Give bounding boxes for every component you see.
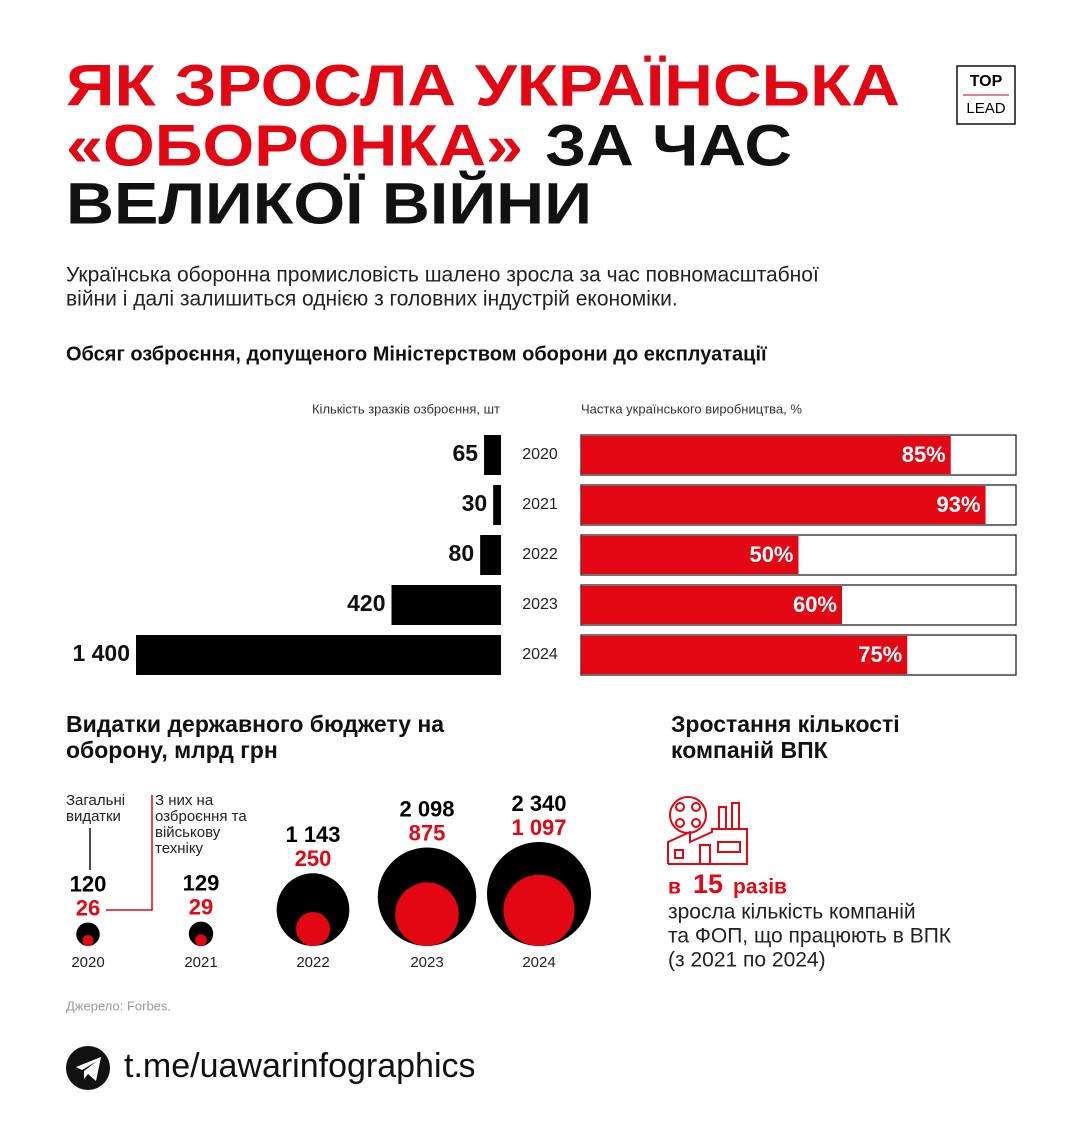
connector xyxy=(106,795,153,911)
companies-text: (з 2021 по 2024) xyxy=(668,949,826,972)
telegram-plane xyxy=(76,1057,101,1081)
highlight: в xyxy=(668,876,681,899)
intro-line: війни і далі залишиться однією з головни… xyxy=(66,288,678,311)
value-label: 85% xyxy=(902,442,946,467)
value-label: 30 xyxy=(462,490,488,516)
year-label: 2021 xyxy=(184,954,217,971)
value-label: 93% xyxy=(937,492,981,517)
year-label: 2023 xyxy=(410,954,443,971)
logo-frame xyxy=(956,65,1016,125)
chart-title: Видатки державного бюджету на оборону, м… xyxy=(66,711,445,763)
companies-title: Зростання кількості компаній ВПК xyxy=(671,711,900,763)
footer-link[interactable]: t.me/uawarinfographics xyxy=(124,1047,476,1085)
value-label: 2 340 xyxy=(511,791,566,816)
value-label: 1 400 xyxy=(72,640,130,666)
value-label: 420 xyxy=(347,590,385,616)
bubble xyxy=(195,934,207,946)
highlight-number: 15 xyxy=(693,869,723,899)
logo-text: LEAD xyxy=(966,100,1005,117)
bubble xyxy=(296,912,330,946)
bar xyxy=(581,586,842,624)
year-label: 2020 xyxy=(71,954,104,971)
bubble xyxy=(276,873,350,946)
year-label: 2024 xyxy=(522,954,555,971)
value-label: 129 xyxy=(183,870,220,895)
bubble xyxy=(503,874,575,947)
section-title: Обсяг озброєння, допущеного Міністерство… xyxy=(66,343,767,365)
year-label: 2023 xyxy=(522,596,558,613)
year-label: 2022 xyxy=(296,954,329,971)
source: Джерело: Forbes. xyxy=(66,998,171,1013)
companies-text: та ФОП, що працюють в ВПК xyxy=(668,925,952,948)
bar xyxy=(581,486,986,524)
value-label: 1 143 xyxy=(285,822,340,847)
title-line: ЯК ЗРОСЛА УКРАЇНСЬКА xyxy=(66,53,900,118)
year-label: 2024 xyxy=(522,646,558,663)
bubble xyxy=(395,882,459,946)
chart-subtitle: Частка українського виробництва, % xyxy=(581,401,802,416)
value-label: 120 xyxy=(70,871,107,896)
value-label: 50% xyxy=(749,542,793,567)
companies-text: зросла кількість компаній xyxy=(668,901,916,924)
series-name: З них на озброєння та військову техніку xyxy=(155,792,247,857)
title-line: ВЕЛИКОЇ ВІЙНИ xyxy=(66,171,592,236)
bar xyxy=(493,485,501,525)
logo-text: TOP xyxy=(970,73,1003,90)
bubble xyxy=(82,935,94,946)
bubble xyxy=(188,921,214,946)
bubble xyxy=(76,922,100,946)
bar xyxy=(391,585,501,625)
bar xyxy=(484,435,501,475)
bar xyxy=(581,636,908,674)
year-label: 2022 xyxy=(522,546,558,563)
value-label: 250 xyxy=(295,846,332,871)
year-label: 2021 xyxy=(522,496,558,513)
title-line: «ОБОРОНКА» xyxy=(66,113,523,178)
factory-icon xyxy=(667,796,748,865)
highlight: разів xyxy=(733,876,787,899)
value-label: 75% xyxy=(858,642,902,667)
intro-line: Українська оборонна промисловість шалено… xyxy=(66,264,819,287)
bar xyxy=(581,536,799,574)
bar xyxy=(136,635,501,675)
chart-subtitle: Кількість зразків озброєння, шт xyxy=(312,401,500,416)
value-label: 80 xyxy=(449,540,475,566)
value-label: 65 xyxy=(452,440,478,466)
series-name: Загальні видатки xyxy=(66,792,126,825)
year-label: 2020 xyxy=(522,446,558,463)
value-label: 2 098 xyxy=(399,796,454,821)
title-line: ЗА ЧАС xyxy=(545,113,792,178)
value-label: 875 xyxy=(409,820,446,845)
value-label: 60% xyxy=(793,592,837,617)
bar xyxy=(581,436,951,474)
value-label: 29 xyxy=(189,894,213,919)
value-label: 1 097 xyxy=(511,815,566,840)
value-label: 26 xyxy=(76,895,100,920)
bar xyxy=(480,535,501,575)
